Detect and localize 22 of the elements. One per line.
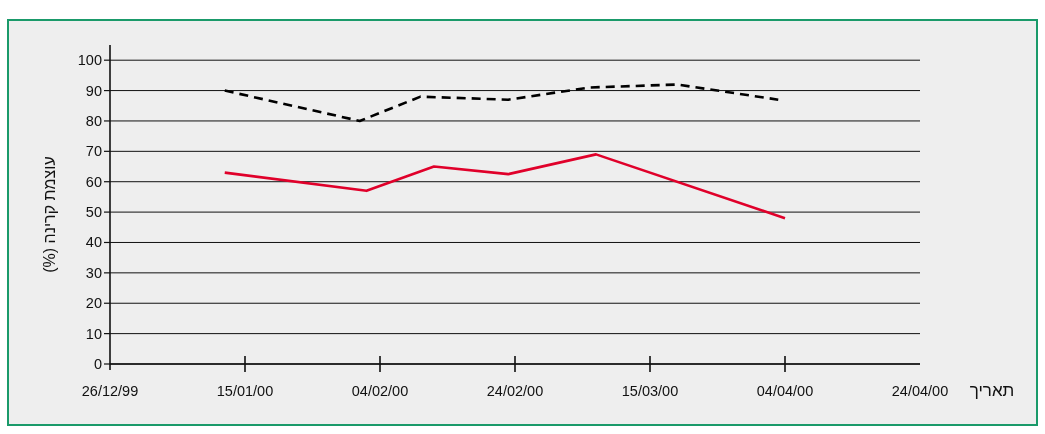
y-tick-label: 10 — [85, 325, 102, 342]
line-series — [223, 153, 787, 220]
x-tick-label: 04/02/00 — [351, 383, 409, 399]
y-tick-label: 40 — [85, 234, 102, 251]
y-tick-label: 30 — [85, 264, 102, 281]
y-tick-label: 90 — [85, 82, 102, 99]
x-tick-label: 15/01/00 — [216, 383, 274, 399]
x-tick-label: 26/12/99 — [81, 383, 139, 399]
y-tick-label: 80 — [85, 112, 102, 129]
y-tick-label: 60 — [85, 173, 102, 190]
y-tick-label: 100 — [77, 52, 102, 69]
x-axis-title: תאריך — [969, 381, 1015, 400]
y-tick-label: 70 — [85, 143, 102, 160]
y-axis-title: עוצמת קרינה (%) — [41, 156, 58, 273]
y-tick-label: 20 — [85, 295, 102, 312]
x-tick-label: 24/04/00 — [891, 383, 949, 399]
x-tick-label: 04/04/00 — [756, 383, 814, 399]
x-tick-label: 15/03/00 — [621, 383, 679, 399]
y-tick-label: 50 — [85, 204, 102, 221]
y-tick-label: 0 — [93, 356, 102, 372]
line-series — [223, 83, 780, 123]
x-tick-label: 24/02/00 — [486, 383, 544, 399]
